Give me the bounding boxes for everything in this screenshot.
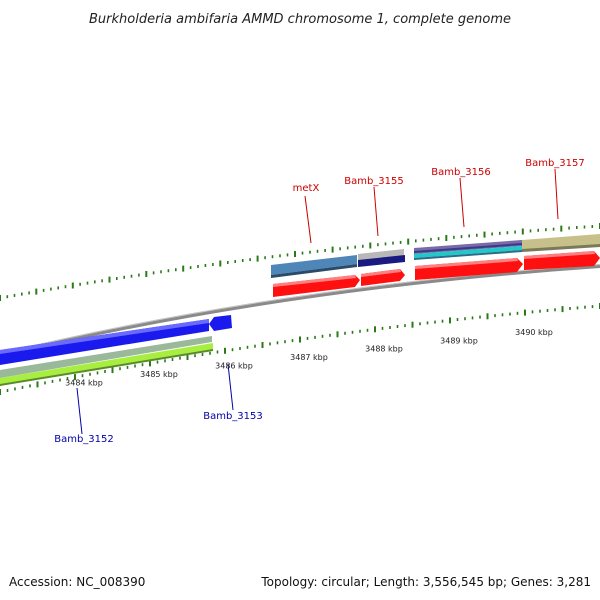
leader-Bamb_3156 — [459, 177, 465, 228]
scale-tick-labels: 3484 kbp 3485 kbp 3486 kbp 3487 kbp 3488 kbp… — [65, 328, 553, 387]
leader-Bamb_3155 — [373, 186, 379, 237]
cds-arrow-Bamb_3156-shine — [415, 258, 518, 269]
gene-labels: metX Bamb_3155 Bamb_3156 Bamb_3157 Bamb_… — [54, 158, 585, 445]
gene-bar-Bamb_3155 — [358, 255, 405, 267]
gene-bar-cyan — [414, 246, 522, 258]
leader-metX — [304, 195, 312, 244]
gene-label-Bamb_3156: Bamb_3156 — [431, 167, 491, 178]
gene-label-Bamb_3153: Bamb_3153 — [203, 411, 263, 422]
accession-text: Accession: NC_008390 — [9, 575, 145, 589]
gene-bar-sage — [0, 336, 212, 378]
gene-label-Bamb_3152: Bamb_3152 — [54, 434, 114, 445]
gene-bar-metX — [271, 255, 357, 275]
scale-label-3486: 3486 kbp — [215, 361, 253, 370]
gene-label-metX: metX — [293, 183, 320, 194]
label-leaders — [76, 168, 559, 435]
leader-Bamb_3153 — [227, 363, 234, 411]
scale-label-3484: 3484 kbp — [65, 378, 103, 387]
gene-bar-Bamb_3157-edge — [522, 244, 600, 252]
cds-arrow-metX — [273, 275, 360, 297]
gene-bar-metX-edge — [271, 264, 357, 278]
scale-label-3489: 3489 kbp — [440, 336, 478, 345]
cds-arrow-metX-shine — [273, 275, 356, 287]
cds-arrow-Bamb_3152-shine — [0, 319, 209, 354]
leader-Bamb_3152 — [76, 387, 83, 435]
gene-bar-lime-edge — [0, 349, 213, 386]
reverse-features — [0, 315, 232, 386]
scale-label-3488: 3488 kbp — [365, 345, 403, 354]
gene-bar-Bamb_3156-stripe — [414, 243, 522, 253]
cds-arrow-Bamb_3157-shine — [524, 251, 595, 259]
genome-summary-text: Topology: circular; Length: 3,556,545 bp… — [260, 575, 591, 589]
gene-bar-lime — [0, 343, 213, 385]
cds-arrow-Bamb_3155-shine — [361, 269, 401, 277]
scale-label-3487: 3487 kbp — [290, 353, 328, 362]
leader-Bamb_3157 — [554, 168, 559, 220]
map-title: Burkholderia ambifaria AMMD chromosome 1… — [89, 12, 511, 27]
scale-label-3490: 3490 kbp — [515, 328, 553, 337]
gene-label-Bamb_3155: Bamb_3155 — [344, 176, 404, 187]
forward-features — [271, 234, 600, 297]
cds-arrow-Bamb_3156 — [415, 258, 523, 280]
scale-label-3485: 3485 kbp — [140, 370, 178, 379]
gene-label-Bamb_3157: Bamb_3157 — [525, 158, 585, 169]
gene-bar-cyan-edge — [414, 250, 522, 260]
outer-tick-ring — [0, 223, 600, 301]
cds-arrow-Bamb_3153 — [209, 315, 232, 331]
